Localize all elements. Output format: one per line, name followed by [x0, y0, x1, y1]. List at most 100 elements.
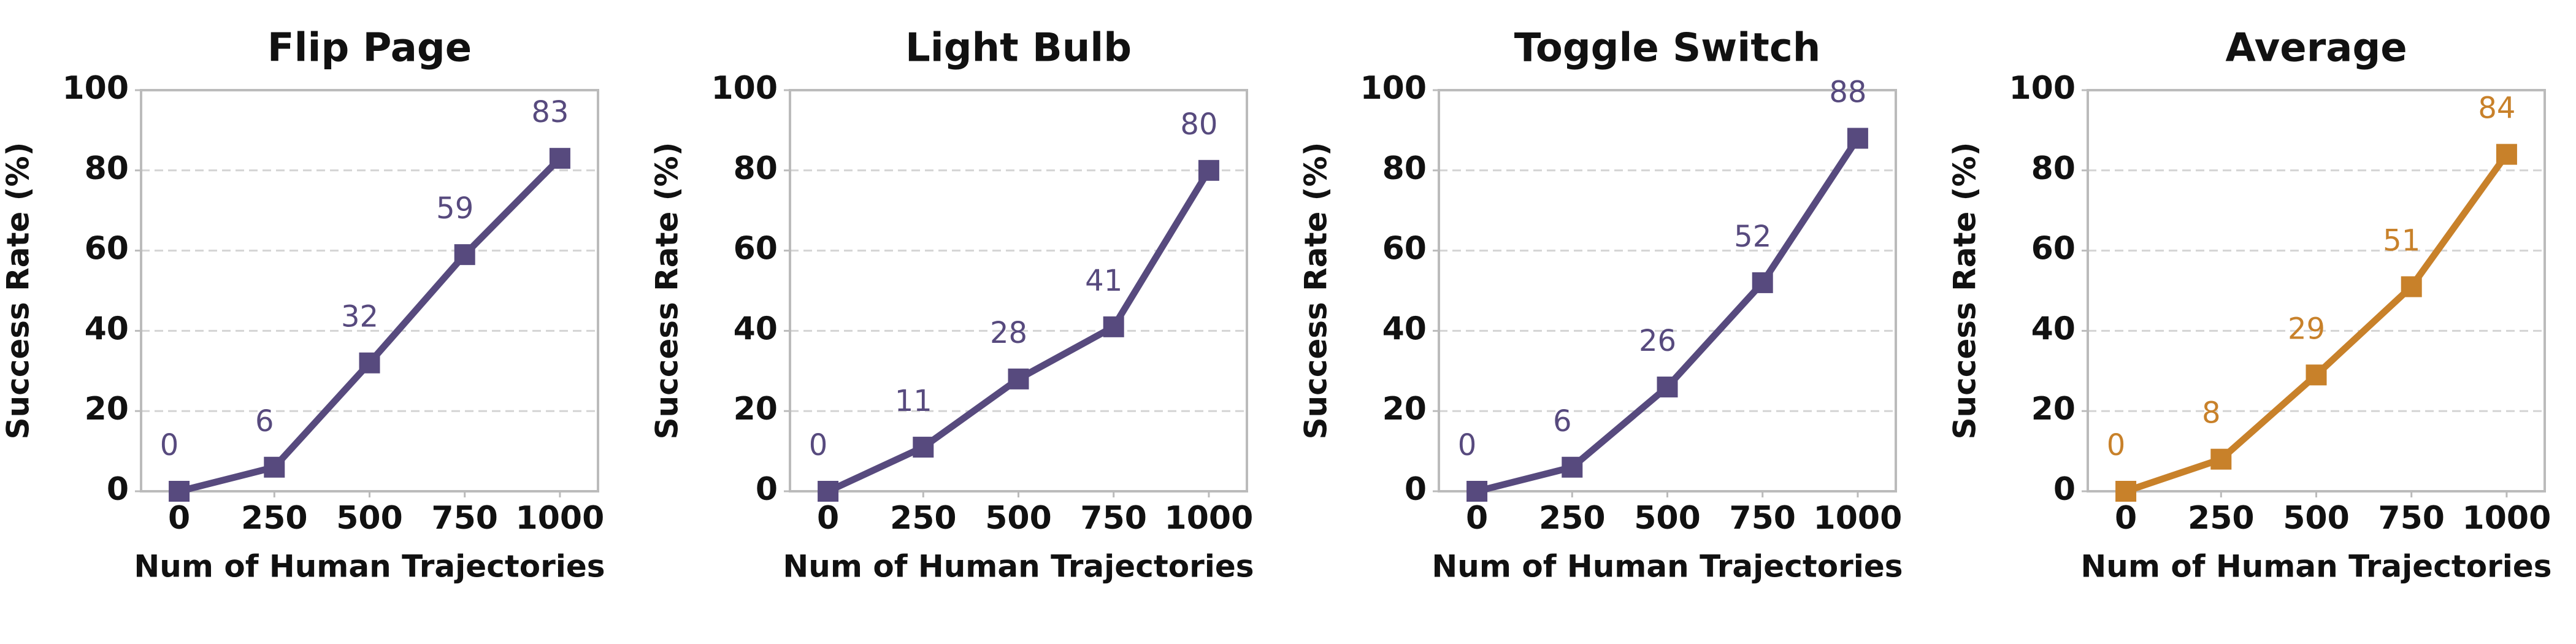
x-tick-label: 250	[1539, 500, 1606, 537]
data-point	[359, 352, 380, 374]
value-label: 11	[895, 384, 932, 418]
data-point	[1103, 316, 1124, 337]
y-tick-label: 0	[107, 471, 129, 508]
y-tick-label: 60	[2031, 231, 2076, 267]
data-point	[1198, 159, 1219, 181]
data-point	[2401, 276, 2422, 297]
data-point	[1657, 376, 1678, 397]
y-tick-label: 60	[1382, 231, 1427, 267]
value-label: 80	[1180, 107, 1217, 142]
x-tick-label: 500	[336, 500, 403, 537]
y-tick-label: 60	[734, 231, 778, 267]
x-tick-label: 500	[1634, 500, 1701, 537]
value-label: 32	[341, 300, 378, 334]
data-point	[1466, 481, 1488, 502]
x-tick-label: 750	[1080, 500, 1147, 537]
y-tick-label: 80	[734, 150, 778, 187]
y-tick-label: 0	[756, 471, 778, 508]
data-line	[1476, 136, 1861, 495]
value-label: 6	[1553, 404, 1572, 439]
chart-title: Light Bulb	[905, 26, 1132, 71]
data-point	[2496, 144, 2517, 165]
x-tick-label: 0	[817, 500, 839, 537]
y-tick-label: 100	[2009, 70, 2076, 107]
y-tick-label: 100	[62, 70, 129, 107]
y-tick-label: 20	[2031, 391, 2076, 427]
value-label: 0	[2107, 428, 2126, 462]
x-tick-label: 1000	[2463, 500, 2551, 537]
y-tick-label: 40	[1382, 310, 1427, 347]
plot-frame	[789, 89, 1248, 493]
y-tick-label: 20	[85, 391, 129, 427]
plot-frame	[140, 89, 599, 493]
y-tick-label: 0	[1405, 471, 1427, 508]
data-point	[2210, 448, 2232, 470]
value-label: 84	[2478, 91, 2515, 126]
value-label: 28	[990, 316, 1027, 350]
x-axis-label: Num of Human Trajectories	[1432, 549, 1903, 585]
data-point	[1752, 272, 1773, 293]
x-axis-label: Num of Human Trajectories	[783, 549, 1254, 585]
x-tick-label: 0	[1466, 500, 1488, 537]
x-tick-label: 250	[241, 500, 308, 537]
y-tick-label: 20	[1382, 391, 1427, 427]
y-axis-label: Success Rate (%)	[1, 142, 36, 440]
data-point	[454, 244, 475, 266]
y-tick-label: 80	[2031, 150, 2076, 187]
data-point	[2115, 481, 2137, 502]
y-tick-label: 80	[85, 150, 129, 187]
y-tick-label: 0	[2053, 471, 2076, 508]
chart-title: Flip Page	[267, 26, 472, 71]
data-point	[169, 481, 190, 502]
y-tick-label: 80	[1382, 150, 1427, 187]
y-tick-label: 40	[734, 310, 778, 347]
data-point	[264, 456, 285, 478]
data-point	[1847, 128, 1868, 149]
x-axis-label: Num of Human Trajectories	[134, 549, 605, 585]
x-tick-label: 250	[890, 500, 957, 537]
data-point	[818, 481, 839, 502]
value-label: 0	[160, 428, 179, 462]
x-tick-label: 1000	[1814, 500, 1903, 537]
value-label: 88	[1829, 75, 1866, 109]
x-tick-label: 250	[2188, 500, 2255, 537]
value-label: 29	[2288, 312, 2325, 346]
data-point	[549, 148, 570, 169]
value-label: 8	[2202, 396, 2221, 431]
y-axis-label: Success Rate (%)	[1947, 142, 1983, 440]
data-point	[1008, 368, 1029, 389]
plot-frame	[1438, 89, 1897, 493]
data-point	[913, 437, 934, 458]
y-tick-label: 100	[1360, 70, 1427, 107]
value-label: 6	[255, 404, 274, 439]
plot-frame	[2087, 89, 2546, 493]
x-tick-label: 750	[1729, 500, 1796, 537]
x-tick-label: 0	[2115, 500, 2137, 537]
value-label: 41	[1085, 264, 1122, 298]
x-tick-label: 1000	[516, 500, 605, 537]
y-axis-label: Success Rate (%)	[1298, 142, 1334, 440]
data-point	[2306, 364, 2327, 386]
y-tick-label: 60	[85, 231, 129, 267]
x-tick-label: 1000	[1165, 500, 1254, 537]
value-label: 52	[1734, 220, 1771, 254]
value-label: 83	[531, 95, 569, 129]
value-label: 0	[809, 428, 828, 462]
chart-title: Toggle Switch	[1514, 26, 1821, 71]
x-tick-label: 500	[985, 500, 1052, 537]
x-axis-label: Num of Human Trajectories	[2080, 549, 2551, 585]
value-label: 0	[1458, 428, 1477, 462]
value-label: 51	[2383, 223, 2420, 258]
x-tick-label: 750	[2378, 500, 2445, 537]
y-tick-label: 100	[711, 70, 778, 107]
y-axis-label: Success Rate (%)	[650, 142, 685, 440]
x-tick-label: 500	[2283, 500, 2350, 537]
data-point	[1562, 456, 1583, 478]
y-tick-label: 20	[734, 391, 778, 427]
x-tick-label: 0	[168, 500, 190, 537]
y-tick-label: 40	[2031, 310, 2076, 347]
chart-title: Average	[2225, 26, 2407, 71]
value-label: 26	[1639, 324, 1676, 358]
